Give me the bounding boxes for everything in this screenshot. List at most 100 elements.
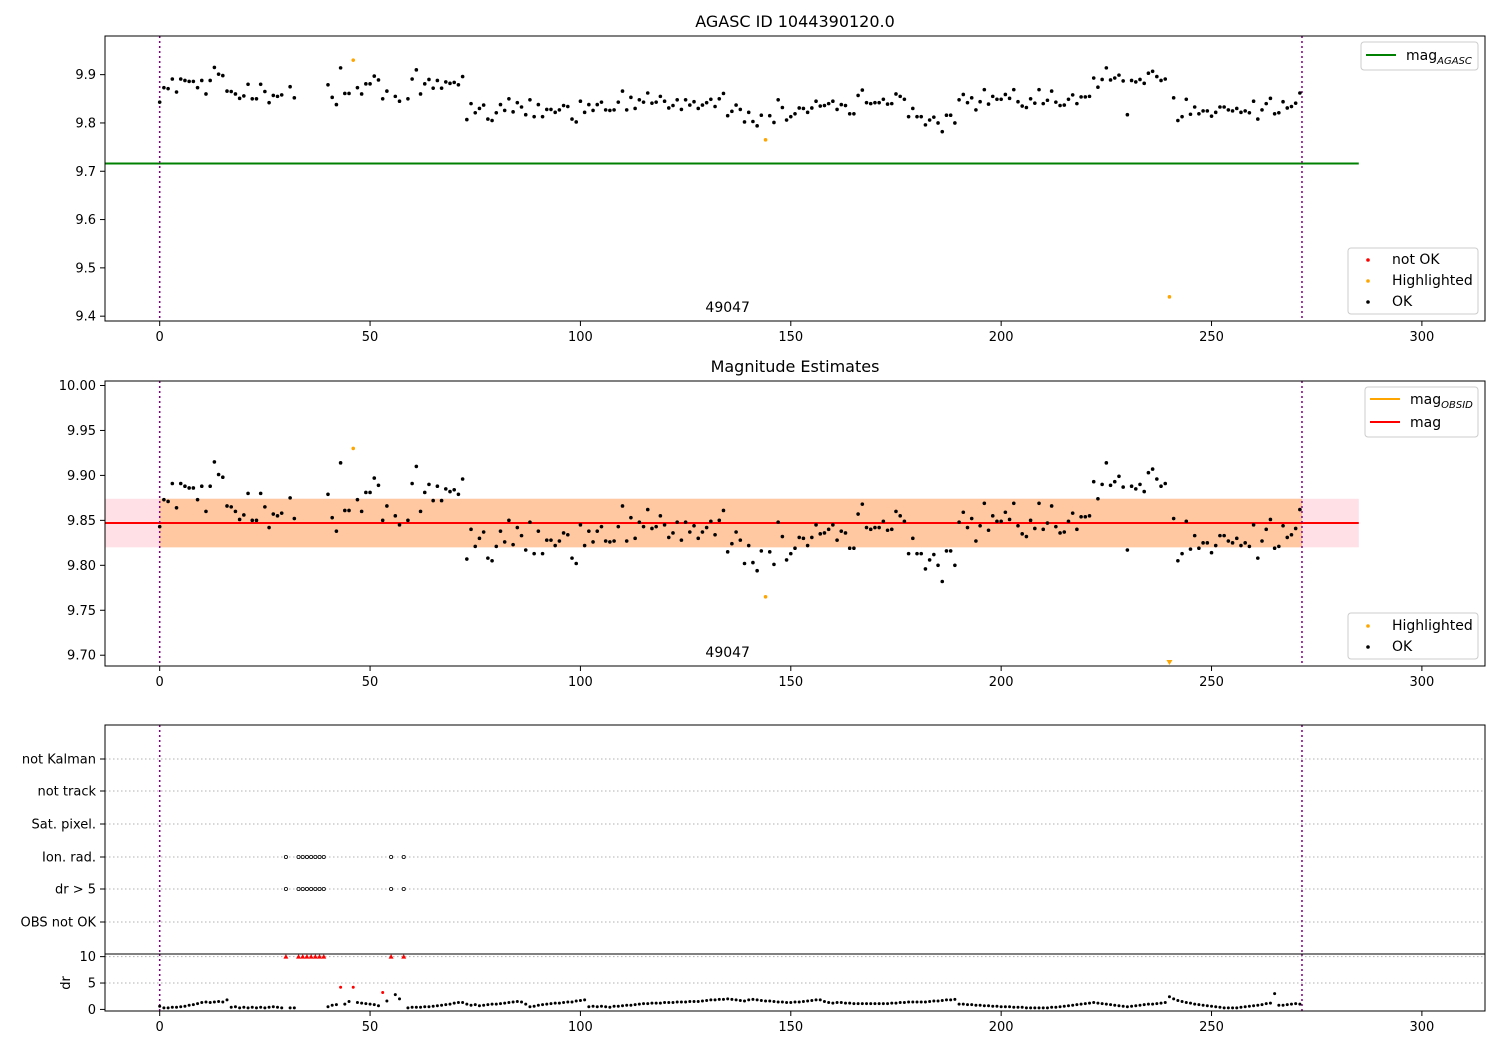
ok-point bbox=[654, 100, 658, 104]
ok-point bbox=[1281, 523, 1285, 528]
dr-point bbox=[1037, 1006, 1041, 1010]
dr-point bbox=[578, 998, 582, 1002]
y-axis-ticks: 9.4 9.5 9.6 9.7 9.8 9.9 bbox=[75, 68, 105, 325]
dr-point bbox=[1197, 1003, 1201, 1007]
obsid-label: 49047 bbox=[705, 300, 750, 316]
ok-point bbox=[452, 80, 457, 85]
ok-point bbox=[772, 120, 776, 125]
ok-point bbox=[1108, 78, 1113, 82]
ok-point bbox=[208, 484, 212, 488]
flag-point bbox=[313, 855, 318, 860]
dr-point bbox=[810, 998, 814, 1002]
ok-point bbox=[1192, 533, 1197, 538]
ok-point bbox=[1054, 524, 1058, 529]
ok-point bbox=[195, 85, 200, 90]
ok-point bbox=[1285, 106, 1290, 110]
dr-point bbox=[549, 1002, 553, 1006]
ok-point bbox=[540, 551, 545, 556]
dr-point bbox=[991, 1004, 995, 1008]
ok-point bbox=[902, 97, 907, 102]
dr-point bbox=[414, 1005, 418, 1009]
dr-point bbox=[473, 1003, 477, 1007]
dr-point bbox=[1033, 1006, 1037, 1010]
dr-panel-frame bbox=[104, 953, 1486, 1012]
y-axis-ticks: 9.70 9.75 9.80 9.85 9.90 9.95 10.00 bbox=[59, 379, 105, 664]
dr-point bbox=[1024, 1006, 1028, 1010]
x-tick-label: 150 bbox=[778, 675, 803, 690]
ok-point bbox=[1298, 91, 1302, 95]
dr-point bbox=[696, 1000, 700, 1003]
ok-point bbox=[944, 549, 949, 553]
dr-point bbox=[688, 1000, 692, 1003]
magnitude-panel-frame bbox=[104, 380, 1486, 667]
dr-capped-marker bbox=[283, 954, 289, 959]
dr-point bbox=[818, 998, 822, 1002]
ok-point bbox=[1234, 106, 1239, 111]
dr-point bbox=[1214, 1005, 1218, 1009]
dr-points bbox=[158, 954, 1302, 1010]
ok-point bbox=[587, 529, 591, 533]
ok-point bbox=[645, 91, 650, 95]
dr-point bbox=[625, 1003, 629, 1007]
ok-point bbox=[473, 544, 478, 549]
dr-point bbox=[886, 1002, 890, 1006]
ok-point bbox=[936, 121, 940, 125]
ok-point bbox=[578, 99, 583, 104]
dr-point bbox=[621, 1004, 624, 1008]
ok-point bbox=[1218, 105, 1222, 109]
dr-point bbox=[566, 1000, 570, 1004]
ok-point bbox=[511, 110, 515, 114]
flag-label: dr > 5 bbox=[55, 883, 96, 898]
ok-point bbox=[1033, 101, 1037, 105]
ok-point bbox=[532, 114, 536, 119]
ok-point bbox=[704, 100, 709, 105]
agasc-panel: AGASC ID 1044390120.0 49047 0 50 100 150 200… bbox=[75, 12, 1486, 345]
ok-point bbox=[1298, 507, 1302, 512]
dr-point bbox=[343, 1002, 347, 1006]
ok-point bbox=[288, 84, 292, 89]
ok-point bbox=[923, 567, 928, 571]
dr-point bbox=[915, 1000, 919, 1004]
ok-point bbox=[1083, 514, 1088, 519]
ok-point bbox=[738, 538, 743, 542]
ok-point bbox=[1188, 547, 1193, 551]
dr-point bbox=[940, 998, 944, 1002]
ok-point bbox=[343, 508, 347, 513]
ok-point bbox=[759, 549, 764, 553]
ok-point bbox=[1108, 483, 1113, 488]
ok-point bbox=[410, 481, 414, 486]
ok-point bbox=[157, 524, 162, 529]
ok-point bbox=[242, 94, 246, 98]
dr-point bbox=[435, 1004, 439, 1008]
ok-point bbox=[216, 72, 221, 76]
ok-point bbox=[528, 97, 532, 102]
ok-point bbox=[612, 539, 616, 543]
x-tick-label: 150 bbox=[778, 1020, 803, 1035]
ok-point bbox=[486, 117, 490, 121]
ok-point bbox=[498, 102, 503, 107]
dr-point bbox=[814, 998, 818, 1002]
dr-point bbox=[1008, 1005, 1012, 1009]
dr-point bbox=[1075, 1003, 1079, 1007]
ok-point bbox=[898, 94, 902, 99]
ok-point bbox=[1163, 77, 1168, 81]
ok-point bbox=[385, 89, 389, 93]
ok-point bbox=[969, 516, 974, 521]
ok-point bbox=[1058, 531, 1062, 535]
ok-point bbox=[1260, 108, 1264, 112]
ok-point bbox=[1104, 461, 1109, 465]
dr-point bbox=[238, 1006, 242, 1010]
dr-point bbox=[806, 999, 810, 1003]
ok-point bbox=[536, 529, 541, 533]
ok-point bbox=[292, 516, 297, 521]
ok-point bbox=[818, 532, 823, 536]
ok-point bbox=[906, 114, 911, 119]
y-tick-label: 0 bbox=[88, 1003, 96, 1018]
ok-point bbox=[1112, 76, 1117, 80]
dr-point bbox=[932, 999, 936, 1003]
dr-point bbox=[1172, 997, 1176, 1001]
ok-point bbox=[805, 110, 810, 115]
ok-point bbox=[591, 108, 595, 113]
flag-point bbox=[313, 887, 318, 892]
dr-point bbox=[431, 1004, 435, 1008]
